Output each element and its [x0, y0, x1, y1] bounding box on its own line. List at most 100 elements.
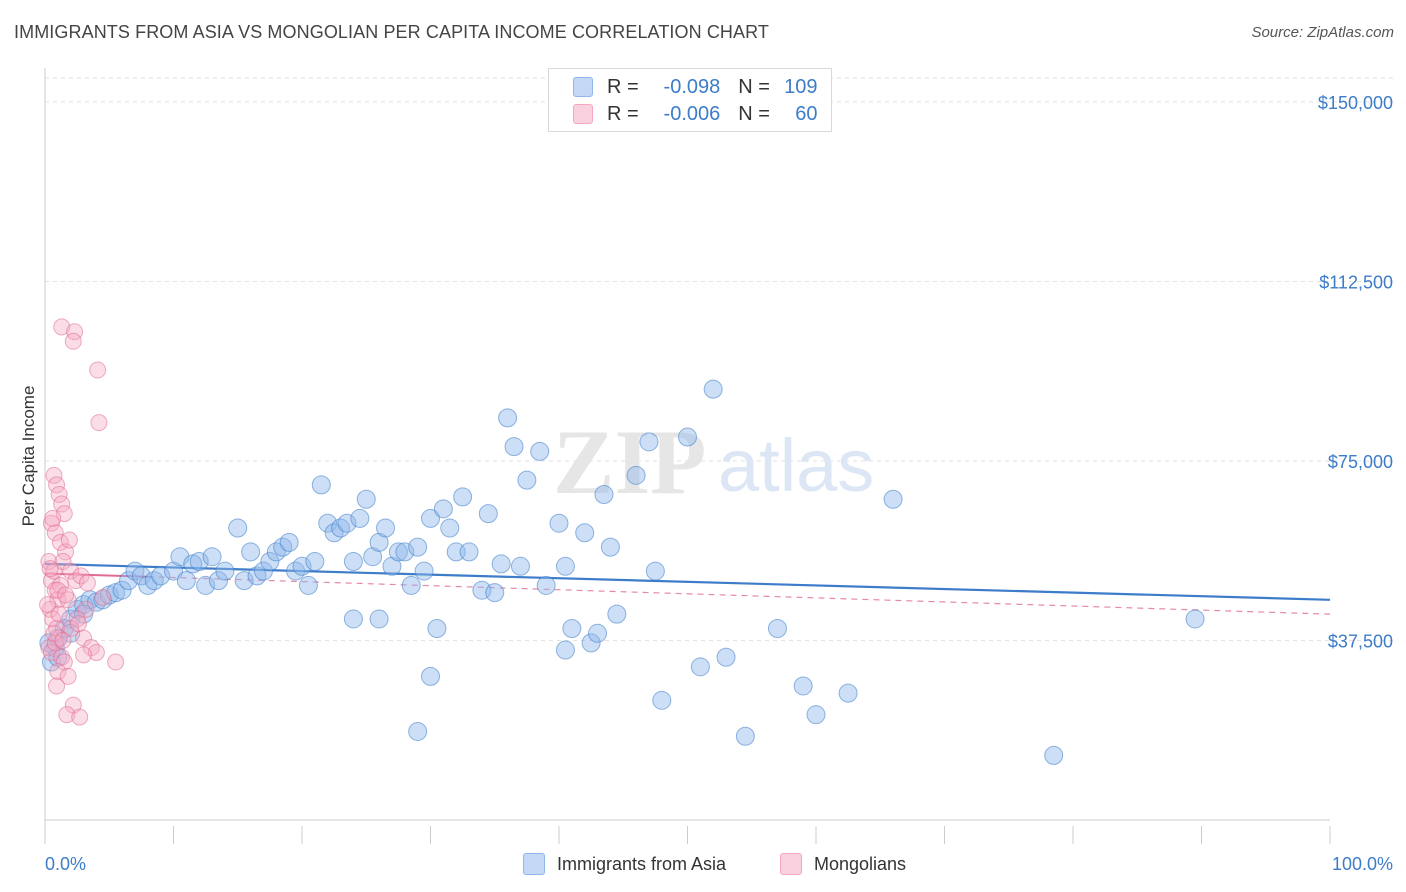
axes: [44, 68, 1331, 844]
data-point: [408, 537, 428, 557]
data-point: [555, 640, 575, 660]
data-point: [453, 487, 473, 507]
data-point: [575, 523, 595, 543]
data-point: [39, 633, 59, 653]
data-point: [298, 575, 318, 595]
trend-line-asia: [44, 562, 1331, 601]
data-point: [107, 653, 125, 671]
data-point: [555, 556, 575, 576]
legend-n-label: N =: [738, 75, 770, 98]
data-point: [427, 619, 447, 639]
data-point: [806, 705, 826, 725]
data-point: [189, 551, 209, 571]
bottom-legend-label-asia: Immigrants from Asia: [557, 853, 727, 874]
data-point: [62, 562, 80, 580]
y-tick-label: $75,000: [1328, 452, 1393, 472]
data-point: [369, 609, 389, 629]
data-point: [421, 508, 440, 528]
bottom-legend-label-mongolians: Mongolians: [814, 853, 907, 874]
x-tick-label: 0.0%: [45, 854, 86, 874]
data-point: [44, 509, 62, 527]
data-point: [343, 609, 363, 629]
data-point: [90, 414, 108, 432]
data-point: [196, 575, 216, 595]
tick-labels: $37,500 $75,000 $112,500 $150,000 0.0% 100.0%: [45, 93, 1393, 874]
data-point: [39, 596, 57, 614]
data-point: [1185, 609, 1205, 629]
data-point: [45, 624, 63, 642]
legend-n-value: 109: [784, 75, 818, 98]
data-point: [75, 646, 93, 664]
data-point: [517, 470, 537, 490]
data-point: [594, 484, 614, 504]
data-point: [61, 609, 81, 629]
x-tick-label: 100.0%: [1332, 854, 1393, 874]
data-point: [478, 504, 498, 524]
legend-r-label: R =: [607, 102, 639, 125]
data-point: [64, 332, 82, 350]
data-point: [703, 379, 723, 399]
data-point: [260, 551, 280, 571]
data-point: [57, 586, 75, 604]
data-point: [71, 708, 89, 726]
legend-swatch-mongolians: [573, 104, 593, 124]
legend-r-value: -0.006: [663, 102, 721, 125]
data-point: [42, 643, 60, 661]
data-point: [40, 552, 58, 570]
data-point: [318, 513, 338, 533]
y-tick-label: $112,500: [1319, 272, 1393, 292]
data-point: [112, 580, 132, 600]
data-point: [369, 532, 389, 552]
data-point: [690, 657, 710, 677]
data-point: [536, 575, 556, 595]
data-point: [208, 571, 228, 591]
data-point: [530, 441, 550, 461]
data-point: [716, 647, 736, 667]
data-point: [48, 476, 66, 494]
data-points: [39, 318, 1205, 765]
data-point: [253, 561, 273, 581]
data-point: [87, 643, 105, 661]
data-point: [645, 561, 665, 581]
data-point: [626, 465, 646, 485]
data-point: [382, 556, 402, 576]
data-point: [279, 532, 299, 552]
data-point: [53, 648, 71, 666]
legend-n-label: N =: [738, 102, 770, 125]
data-point: [408, 721, 428, 741]
data-point: [215, 561, 235, 581]
data-point: [793, 676, 813, 696]
y-tick-label: $37,500: [1328, 631, 1393, 651]
series-mongolians: [39, 318, 125, 726]
data-point: [343, 551, 363, 571]
data-point: [767, 619, 787, 639]
data-point: [41, 600, 59, 618]
data-point: [600, 537, 620, 557]
data-point: [1044, 745, 1064, 765]
source-credit: Source: ZipAtlas.com: [1251, 24, 1394, 41]
trend-line-mongolians: [44, 572, 148, 578]
data-point: [838, 683, 858, 703]
legend-swatch-asia: [573, 77, 593, 97]
data-point: [164, 561, 183, 581]
y-tick-label: $150,000: [1318, 93, 1393, 113]
data-point: [50, 485, 68, 503]
legend-row-mongolians: R = -0.006 N = 60: [573, 101, 818, 127]
data-point: [491, 554, 511, 574]
data-point: [131, 566, 151, 586]
data-point: [119, 571, 139, 591]
data-point: [58, 706, 76, 724]
data-point: [376, 518, 396, 538]
data-point: [234, 571, 254, 591]
data-point: [311, 475, 331, 495]
watermark: ZIP atlas: [553, 411, 874, 513]
data-point: [89, 361, 107, 379]
series-asia: [39, 379, 1205, 765]
data-point: [421, 666, 440, 686]
data-point: [45, 466, 63, 484]
y-axis-label: Per Capita Income: [19, 386, 38, 527]
legend-n-value: 60: [795, 102, 818, 125]
data-point: [202, 547, 222, 567]
data-point: [77, 600, 95, 618]
data-point: [228, 518, 248, 538]
